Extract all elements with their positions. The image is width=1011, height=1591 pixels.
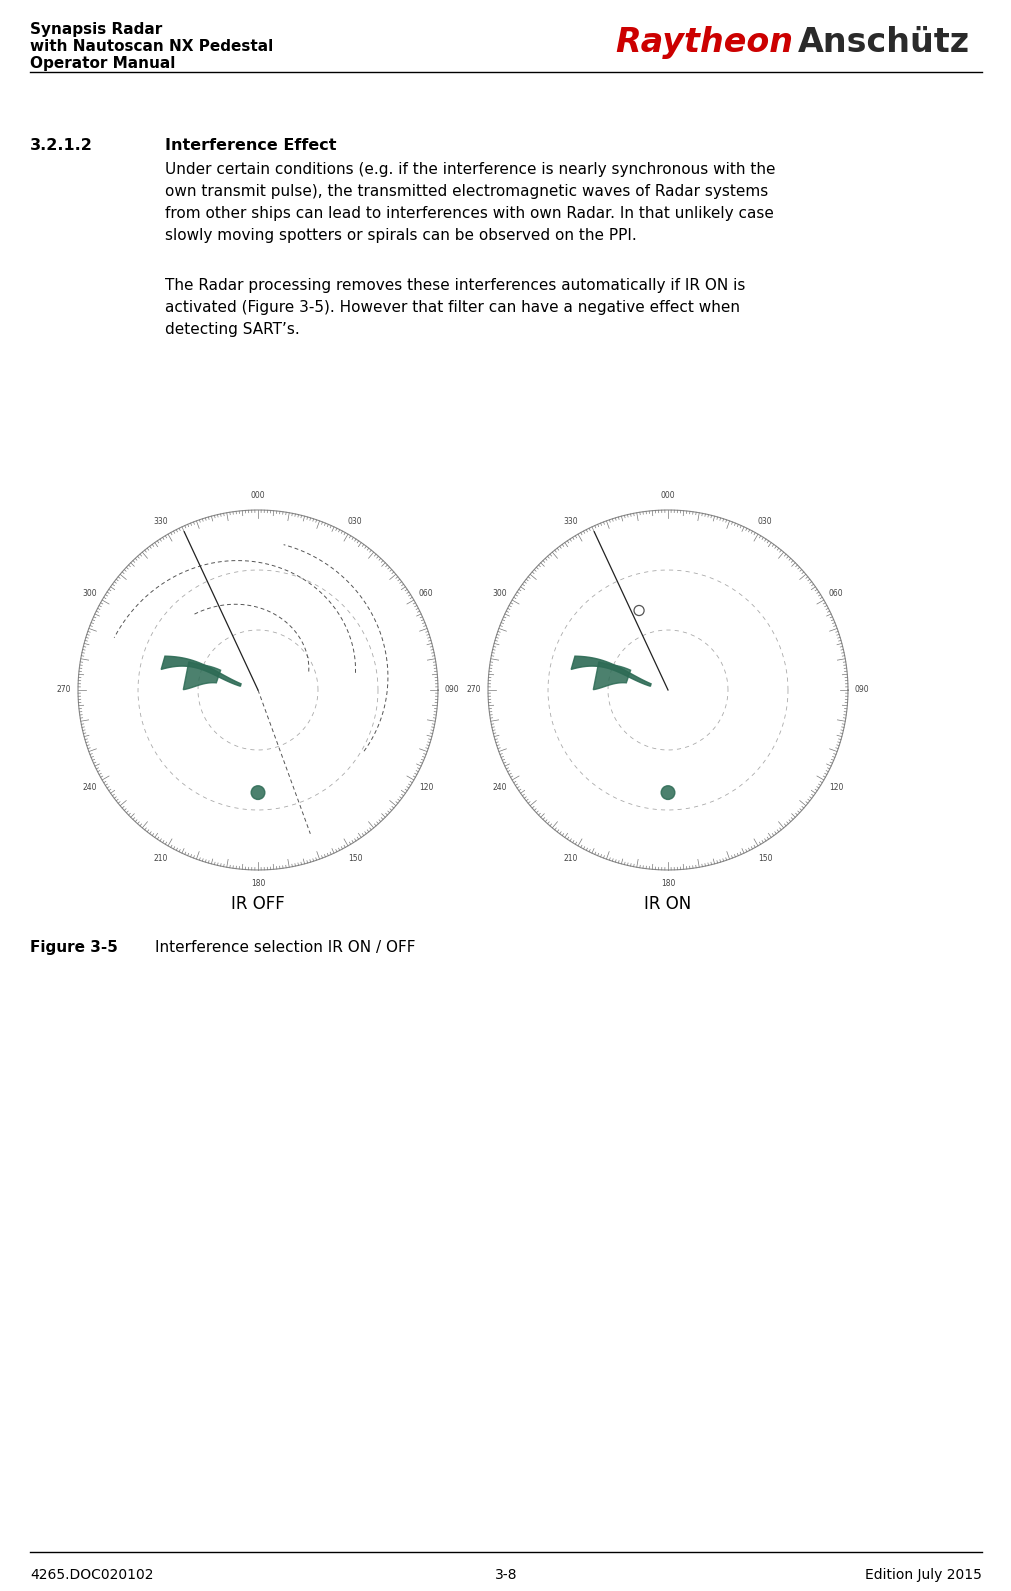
Text: 030: 030 <box>757 517 771 527</box>
Text: Raytheon: Raytheon <box>615 25 793 59</box>
Text: 180: 180 <box>251 880 265 888</box>
Text: 030: 030 <box>348 517 362 527</box>
Text: 210: 210 <box>154 853 168 862</box>
Text: own transmit pulse), the transmitted electromagnetic waves of Radar systems: own transmit pulse), the transmitted ele… <box>165 185 767 199</box>
Text: 120: 120 <box>419 783 433 791</box>
Text: 120: 120 <box>828 783 842 791</box>
Text: 060: 060 <box>828 589 842 598</box>
Text: 090: 090 <box>854 686 868 695</box>
Polygon shape <box>592 662 630 689</box>
Text: 300: 300 <box>83 589 97 598</box>
Polygon shape <box>183 662 220 689</box>
Text: Interference selection IR ON / OFF: Interference selection IR ON / OFF <box>155 940 416 955</box>
Text: Synapsis Radar: Synapsis Radar <box>30 22 162 37</box>
Text: 060: 060 <box>419 589 433 598</box>
Text: 240: 240 <box>83 783 97 791</box>
Text: 270: 270 <box>57 686 71 695</box>
Text: Interference Effect: Interference Effect <box>165 138 337 153</box>
Text: from other ships can lead to interferences with own Radar. In that unlikely case: from other ships can lead to interferenc… <box>165 205 773 221</box>
Text: slowly moving spotters or spirals can be observed on the PPI.: slowly moving spotters or spirals can be… <box>165 228 636 243</box>
Text: The Radar processing removes these interferences automatically if IR ON is: The Radar processing removes these inter… <box>165 278 745 293</box>
Circle shape <box>660 786 674 799</box>
Text: 000: 000 <box>660 492 674 501</box>
Text: 210: 210 <box>563 853 577 862</box>
Text: 090: 090 <box>444 686 459 695</box>
Circle shape <box>251 786 265 799</box>
Text: 240: 240 <box>492 783 507 791</box>
Text: 4265.DOC020102: 4265.DOC020102 <box>30 1569 154 1581</box>
Text: 150: 150 <box>348 853 362 862</box>
Text: Figure 3-5: Figure 3-5 <box>30 940 117 955</box>
Text: 3-8: 3-8 <box>494 1569 517 1581</box>
Polygon shape <box>570 655 650 686</box>
Text: detecting SART’s.: detecting SART’s. <box>165 321 299 337</box>
Polygon shape <box>161 655 241 686</box>
Text: 330: 330 <box>563 517 577 527</box>
Text: 330: 330 <box>154 517 168 527</box>
Text: activated (Figure 3-5). However that filter can have a negative effect when: activated (Figure 3-5). However that fil… <box>165 301 739 315</box>
Text: 270: 270 <box>466 686 481 695</box>
Text: 300: 300 <box>492 589 507 598</box>
Text: with Nautoscan NX Pedestal: with Nautoscan NX Pedestal <box>30 40 273 54</box>
Text: 150: 150 <box>757 853 771 862</box>
Text: Anschütz: Anschütz <box>798 25 970 59</box>
Text: 180: 180 <box>660 880 674 888</box>
Text: IR OFF: IR OFF <box>231 896 284 913</box>
Circle shape <box>78 511 438 870</box>
Text: Edition July 2015: Edition July 2015 <box>864 1569 981 1581</box>
Text: 000: 000 <box>251 492 265 501</box>
Circle shape <box>487 511 847 870</box>
Text: IR ON: IR ON <box>644 896 691 913</box>
Text: Under certain conditions (e.g. if the interference is nearly synchronous with th: Under certain conditions (e.g. if the in… <box>165 162 774 177</box>
Text: Operator Manual: Operator Manual <box>30 56 175 72</box>
Text: 3.2.1.2: 3.2.1.2 <box>30 138 93 153</box>
